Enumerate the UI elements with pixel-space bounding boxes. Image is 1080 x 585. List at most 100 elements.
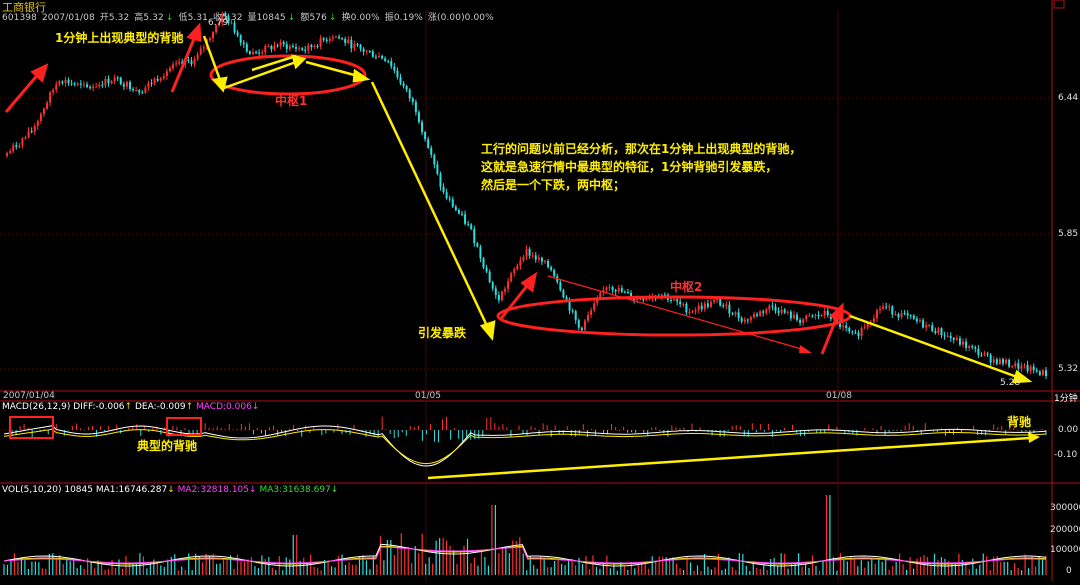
annotation-zhongshu2: 中枢2 [670,280,703,294]
price-candle [433,154,436,165]
price-candle [316,46,319,48]
yellow-arrows [202,35,1033,384]
price-candle [713,300,716,302]
yellow-arrow-f-head [1012,369,1033,384]
price-candle [73,83,76,85]
yellow-arrow-e [370,81,490,329]
price-candle [485,267,488,272]
price-candle [962,341,965,345]
price-candle [737,312,740,319]
price-candle [417,112,420,123]
vol-ma3-line [3,546,1047,564]
price-tick-2: 5.85 [1058,229,1079,239]
price-candle [605,287,608,290]
price-candle [885,306,888,308]
price-candle [377,55,380,57]
price-candle [46,102,49,109]
price-candle [504,288,507,292]
price-candle [267,46,270,48]
price-candle [688,312,691,314]
price-candle [697,305,700,311]
price-candle [780,309,783,313]
price-candle [519,260,522,266]
paragraph-line-3: 然后是一个下跌，两中枢； [481,178,626,192]
price-candle [347,39,350,43]
price-candle [587,315,590,321]
price-candle [540,257,543,262]
quote-open: 开5.32 [99,13,130,23]
price-tick-3: 5.32 [1058,364,1079,374]
price-candle [258,52,261,54]
price-candle [464,214,467,224]
price-candle [971,345,974,348]
price-candle [1045,370,1047,376]
price-candle [854,332,857,334]
scroll-box[interactable] [1053,0,1065,9]
yellow-arrow-b-head [291,54,307,70]
vol-tick-1: 300000 [1050,503,1080,513]
price-candle [172,64,175,69]
price-candle [676,299,679,302]
quote-date: 2007/01/08 [41,13,95,23]
macd-arrow-icon: ↓ [251,402,260,412]
price-candle [1035,370,1038,372]
price-candle [199,48,202,55]
price-candle [918,320,921,322]
price-candle [722,305,725,307]
price-candle [362,48,365,52]
price-candle [965,341,968,348]
price-candle [725,304,728,306]
macd-title: MACD(26,12,9) [2,402,71,412]
price-candle [749,317,752,321]
macd-box-1 [9,416,54,439]
price-candle [845,325,848,329]
price-candle [399,77,402,84]
price-candle [24,137,27,139]
price-candle [513,269,516,274]
price-candle [233,22,236,33]
price-candle [774,306,777,311]
price-candle [992,359,995,363]
price-candle [596,298,599,304]
price-candle [288,46,291,49]
price-candle [319,38,322,47]
price-candle [467,223,470,225]
price-candle [129,82,132,90]
price-candle [1023,364,1026,366]
price-candle [783,309,786,313]
price-candle [168,68,171,72]
price-candle [789,311,792,319]
price-candle [298,48,301,50]
yellow-arrow-d [305,60,359,78]
price-candle [568,300,571,311]
yellow-arrow-f [849,314,1021,380]
price-candle [623,291,626,293]
price-candle [276,45,279,47]
price-candle [879,308,882,311]
price-candle [21,138,24,146]
price-candle [436,164,439,174]
price-candle [175,63,178,65]
price-candle [980,354,983,356]
price-candle [777,310,780,313]
price-candle [525,249,528,257]
red-arrow-2-head [186,22,202,43]
price-candle [1005,359,1008,364]
price-candle [6,152,9,157]
price-candle [255,52,258,54]
price-candle [986,353,989,355]
price-candle [799,320,802,323]
price-candle [703,303,706,310]
price-candle [365,51,368,53]
price-candle [196,54,199,59]
price-candle [350,39,353,49]
time-tick-2: 01/05 [415,391,441,401]
price-candle [107,78,110,84]
time-tick-3: 01/08 [826,391,852,401]
vol-tick-4: 0 [1066,566,1072,576]
price-candle [236,32,239,36]
ma3-arrow-icon: ↓ [330,485,339,495]
price-candle [414,101,417,113]
period-label[interactable]: 1分钟 [1054,394,1078,404]
